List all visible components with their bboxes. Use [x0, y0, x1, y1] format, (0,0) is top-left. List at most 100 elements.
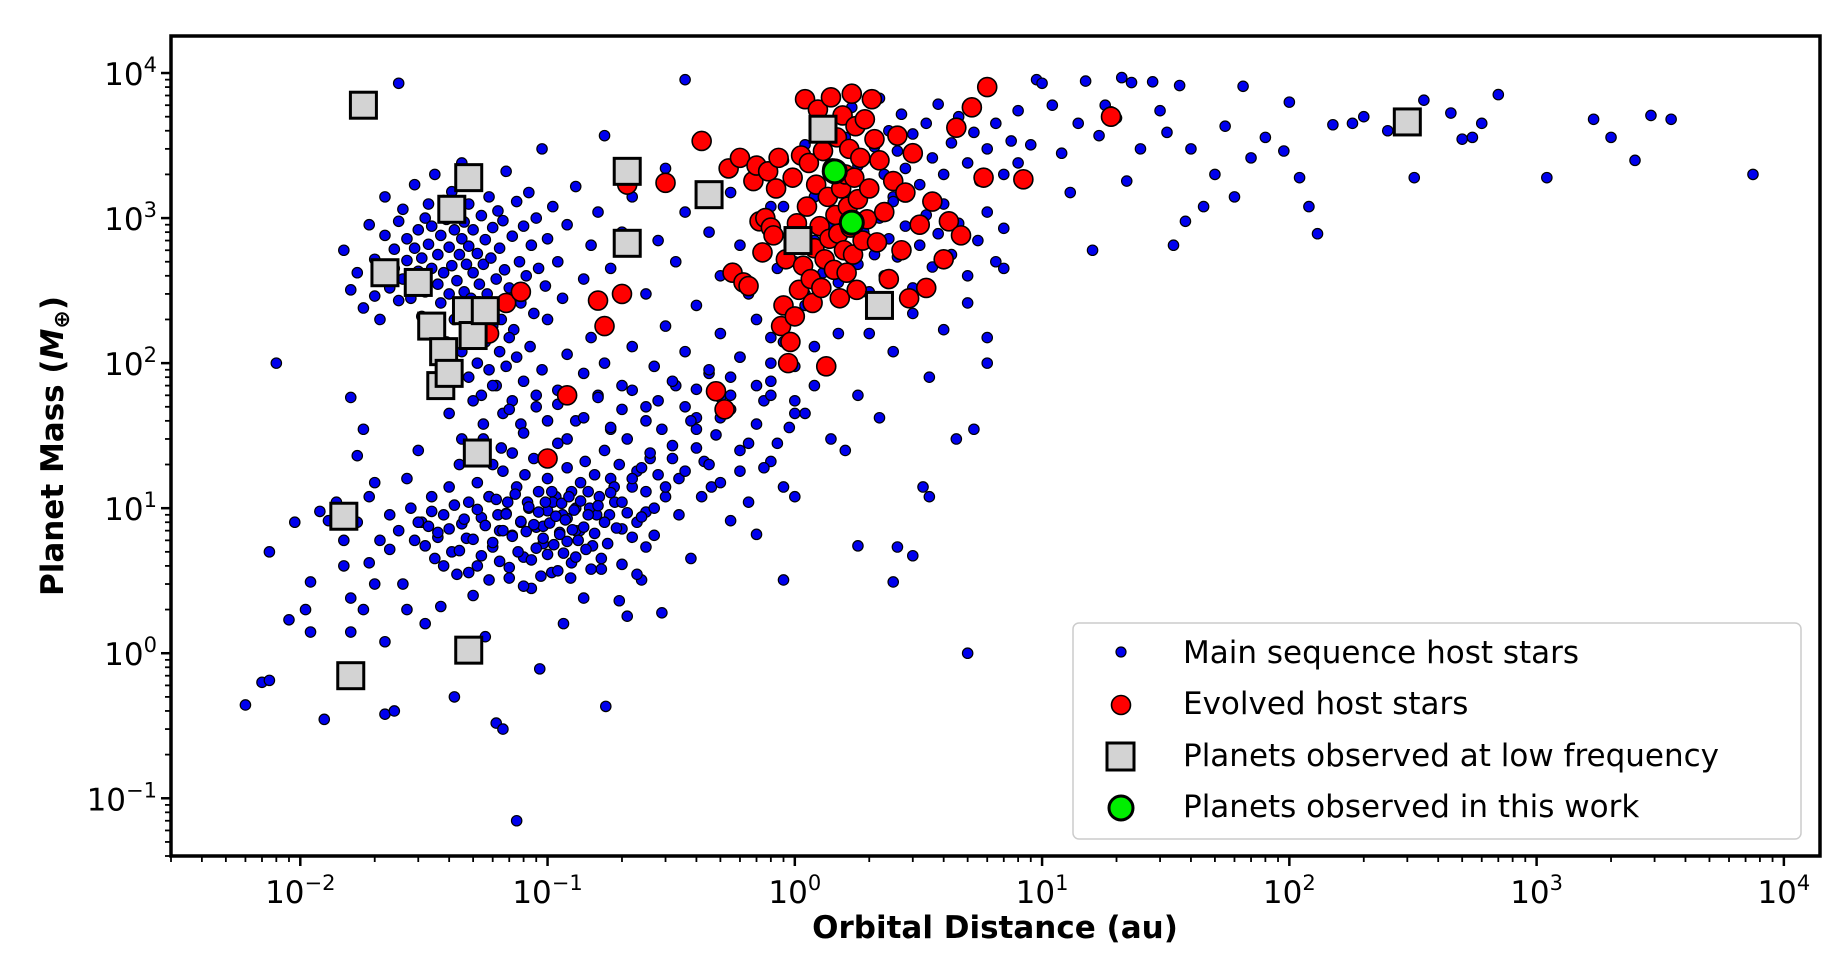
evolved-star-point — [757, 161, 779, 182]
main-sequence-point — [906, 128, 919, 140]
main-sequence-point — [891, 145, 904, 157]
main-sequence-point — [616, 403, 628, 416]
main-sequence-point — [899, 220, 912, 232]
main-sequence-point — [299, 603, 312, 616]
main-sequence-point — [379, 229, 391, 242]
main-sequence-point — [937, 168, 950, 181]
legend-label-low-frequency: Planets observed at low frequency — [1183, 738, 1719, 774]
main-sequence-point — [486, 536, 499, 549]
main-sequence-point — [1357, 110, 1370, 123]
main-sequence-point — [462, 240, 475, 252]
main-sequence-point — [582, 485, 594, 498]
main-sequence-point — [631, 568, 643, 581]
x-tick-label: 10−2 — [265, 871, 335, 911]
main-sequence-point — [363, 218, 376, 231]
main-sequence-point — [585, 331, 597, 344]
main-sequence-point — [777, 574, 790, 586]
main-sequence-point — [451, 274, 463, 287]
main-sequence-point — [561, 433, 573, 445]
main-sequence-point — [471, 247, 484, 260]
main-sequence-point — [1185, 143, 1197, 155]
main-sequence-point — [997, 222, 1010, 235]
main-sequence-point — [832, 327, 845, 340]
main-sequence-point — [685, 552, 697, 565]
main-sequence-point — [679, 206, 691, 218]
main-sequence-point — [679, 345, 691, 358]
main-sequence-point — [906, 307, 919, 320]
main-sequence-point — [621, 610, 634, 623]
low-frequency-planet — [783, 226, 813, 256]
main-sequence-point — [510, 351, 523, 363]
main-sequence-point — [408, 534, 421, 547]
main-sequence-point — [852, 389, 864, 402]
main-sequence-point — [932, 227, 944, 240]
evolved-star-point — [864, 128, 885, 150]
main-sequence-point — [429, 168, 441, 181]
main-sequence-point — [1645, 109, 1657, 122]
main-sequence-point — [467, 533, 479, 546]
main-sequence-point — [432, 526, 444, 539]
main-sequence-point — [690, 299, 703, 312]
main-sequence-point — [765, 357, 777, 369]
main-sequence-point — [714, 327, 727, 340]
main-sequence-point — [765, 331, 777, 344]
evolved-star-point — [510, 281, 532, 303]
main-sequence-point — [961, 269, 974, 282]
main-sequence-point — [923, 371, 936, 383]
main-sequence-point — [1093, 129, 1105, 142]
main-sequence-point — [580, 543, 592, 556]
evolved-star-point — [705, 380, 727, 402]
main-sequence-point — [610, 522, 623, 534]
y-tick-label: 102 — [104, 343, 157, 383]
main-sequence-point — [598, 357, 611, 369]
evolved-star-point — [861, 88, 883, 110]
main-sequence-point — [673, 509, 685, 521]
main-sequence-point — [1146, 76, 1159, 88]
main-sequence-point — [640, 485, 652, 498]
main-sequence-point — [799, 407, 811, 420]
main-sequence-point — [577, 411, 590, 424]
main-sequence-point — [432, 278, 444, 291]
main-sequence-point — [397, 203, 409, 216]
evolved-star-point — [873, 201, 895, 223]
main-sequence-point — [899, 162, 912, 175]
main-sequence-point — [368, 290, 381, 302]
main-sequence-point — [592, 206, 604, 218]
low-frequency-planet — [808, 114, 838, 144]
x-tick-label: 103 — [1510, 871, 1563, 911]
main-sequence-point — [750, 528, 763, 541]
main-sequence-point — [520, 525, 533, 538]
main-sequence-point — [541, 313, 554, 326]
evolved-star-point — [1013, 169, 1034, 190]
main-sequence-point — [471, 357, 484, 369]
main-sequence-point — [895, 108, 908, 121]
main-sequence-point — [530, 542, 543, 554]
main-sequence-point — [839, 444, 852, 457]
main-sequence-point — [485, 252, 497, 264]
evolved-star-point — [780, 331, 801, 353]
main-sequence-point — [536, 143, 548, 155]
y-axis-title-main: Planet Mass ( — [35, 359, 71, 596]
main-sequence-point — [1161, 126, 1173, 139]
main-sequence-point — [357, 423, 370, 436]
main-sequence-point — [551, 565, 564, 577]
main-sequence-point — [1311, 227, 1324, 240]
main-sequence-point — [595, 552, 608, 565]
main-sequence-point — [490, 493, 503, 506]
main-sequence-point — [1475, 117, 1488, 130]
main-sequence-point — [434, 297, 447, 309]
main-sequence-point — [577, 273, 590, 285]
main-sequence-point — [920, 117, 933, 130]
main-sequence-point — [783, 421, 796, 434]
evolved-star-point — [782, 167, 803, 188]
main-sequence-point — [392, 524, 405, 537]
main-sequence-point — [789, 490, 801, 503]
main-sequence-point — [517, 580, 530, 592]
main-sequence-point — [666, 375, 679, 388]
main-sequence-point — [351, 449, 364, 462]
main-sequence-point — [475, 549, 488, 562]
main-sequence-point — [524, 340, 536, 353]
main-sequence-point — [742, 437, 755, 450]
main-sequence-point — [1418, 94, 1430, 106]
main-sequence-point — [561, 461, 573, 474]
